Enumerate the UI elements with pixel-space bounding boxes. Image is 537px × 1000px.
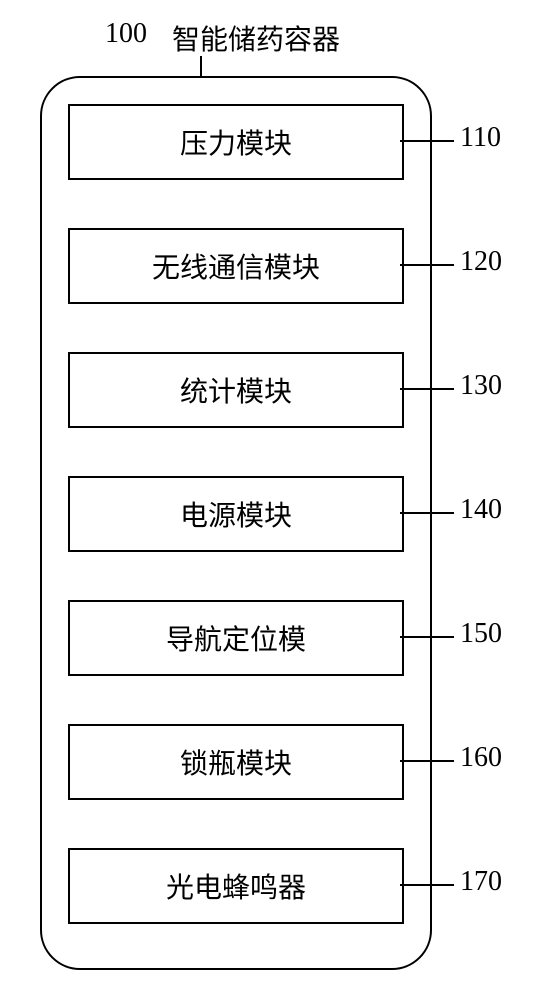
module-label: 压力模块 bbox=[180, 122, 292, 162]
leader-line bbox=[400, 140, 454, 142]
reference-number: 160 bbox=[460, 742, 502, 774]
module-box: 电源模块 bbox=[68, 476, 404, 552]
leader-line bbox=[400, 388, 454, 390]
title-tick bbox=[200, 56, 202, 76]
module-box: 压力模块 bbox=[68, 104, 404, 180]
leader-line bbox=[400, 636, 454, 638]
reference-number: 110 bbox=[460, 122, 501, 154]
module-label: 无线通信模块 bbox=[152, 246, 320, 286]
module-label: 导航定位模 bbox=[166, 618, 306, 658]
module-box: 光电蜂鸣器 bbox=[68, 848, 404, 924]
leader-line bbox=[400, 884, 454, 886]
leader-line bbox=[400, 760, 454, 762]
module-label: 统计模块 bbox=[180, 370, 292, 410]
module-label: 电源模块 bbox=[180, 494, 292, 534]
module-label: 光电蜂鸣器 bbox=[166, 866, 306, 906]
module-box: 锁瓶模块 bbox=[68, 724, 404, 800]
reference-number: 150 bbox=[460, 618, 502, 650]
reference-number: 140 bbox=[460, 494, 502, 526]
reference-number: 170 bbox=[460, 866, 502, 898]
reference-number: 130 bbox=[460, 370, 502, 402]
module-box: 统计模块 bbox=[68, 352, 404, 428]
module-box: 导航定位模 bbox=[68, 600, 404, 676]
diagram-canvas: 100 智能储药容器 压力模块 110 无线通信模块 120 统计模块 130 电源模块 14… bbox=[0, 0, 537, 1000]
title-ref-number: 100 bbox=[105, 18, 147, 50]
module-box: 无线通信模块 bbox=[68, 228, 404, 304]
leader-line bbox=[400, 512, 454, 514]
title-text: 智能储药容器 bbox=[172, 18, 340, 58]
leader-line bbox=[400, 264, 454, 266]
module-label: 锁瓶模块 bbox=[180, 742, 292, 782]
reference-number: 120 bbox=[460, 246, 502, 278]
